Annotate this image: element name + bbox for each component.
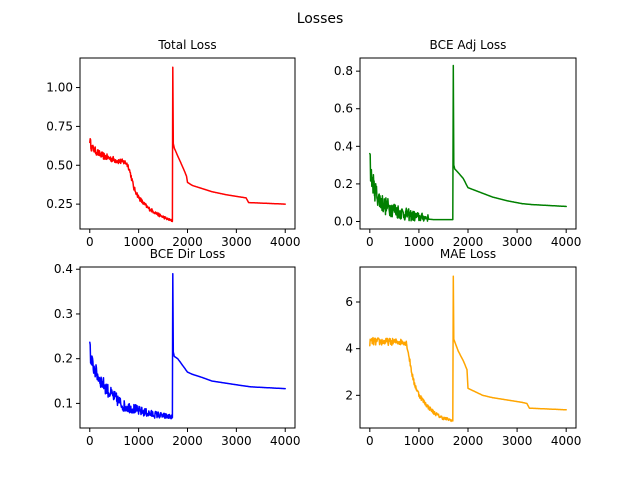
mae-loss-xtick-label: 3000	[502, 434, 533, 448]
bce-dir-loss-ytick-label: 0.4	[54, 262, 73, 276]
bce-adj-loss-xtick-label: 4000	[551, 235, 582, 249]
total-loss-panel: Total Loss 0 1000 2000 3000 4000 0.25 0.50 0.75…	[46, 38, 300, 249]
bce-dir-loss-xtick-label: 1000	[123, 434, 154, 448]
mae-loss-xtick-label: 1000	[404, 434, 435, 448]
mae-loss-series-line	[369, 275, 567, 423]
bce-adj-loss-ytick-label: 0.2	[334, 177, 353, 191]
total-loss-xtick-label: 2000	[172, 235, 203, 249]
mae-loss-title: MAE Loss	[440, 247, 496, 261]
bce-adj-loss-panel: BCE Adj Loss 0 1000 2000 3000 4000 0.0 0.2 0.4 0…	[334, 38, 582, 249]
bce-dir-loss-ytick-label: 0.1	[54, 396, 73, 410]
figure-title: Losses	[297, 11, 344, 27]
total-loss-xtick-label: 1000	[123, 235, 154, 249]
total-loss-series-line	[89, 66, 286, 223]
mae-loss-xtick-label: 2000	[453, 434, 484, 448]
bce-adj-loss-xtick-label: 1000	[404, 235, 435, 249]
total-loss-ytick-label: 0.50	[46, 158, 73, 172]
bce-adj-loss-series-line	[369, 64, 567, 222]
bce-adj-loss-xtick-label: 2000	[453, 235, 484, 249]
bce-dir-loss-xtick-label: 2000	[172, 434, 203, 448]
mae-loss-ytick-label: 4	[345, 342, 353, 356]
bce-adj-loss-xtick-label: 3000	[502, 235, 533, 249]
bce-dir-loss-ytick-label: 0.3	[54, 307, 73, 321]
bce-dir-loss-ytick-label: 0.2	[54, 352, 73, 366]
total-loss-xtick-label: 4000	[270, 235, 301, 249]
mae-loss-ytick-label: 6	[345, 295, 353, 309]
total-loss-title: Total Loss	[157, 38, 216, 52]
bce-dir-loss-xtick-label: 3000	[221, 434, 252, 448]
bce-dir-loss-xtick-label: 0	[86, 434, 94, 448]
bce-adj-loss-xtick-label: 0	[366, 235, 374, 249]
total-loss-xtick-label: 3000	[221, 235, 252, 249]
bce-adj-loss-ytick-label: 0.4	[334, 139, 353, 153]
bce-dir-loss-panel: BCE Dir Loss 0 1000 2000 3000 4000 0.1 0.2 0.3 0…	[54, 247, 301, 448]
bce-adj-loss-ytick-label: 0.0	[334, 214, 353, 228]
bce-adj-loss-ytick-label: 0.6	[334, 102, 353, 116]
mae-loss-xtick-label: 0	[366, 434, 374, 448]
bce-adj-loss-title: BCE Adj Loss	[430, 38, 507, 52]
bce-dir-loss-series-line	[89, 272, 286, 420]
mae-loss-ytick-label: 2	[345, 388, 353, 402]
total-loss-ytick-label: 1.00	[46, 81, 73, 95]
bce-adj-loss-ytick-label: 0.8	[334, 64, 353, 78]
mae-loss-xtick-label: 4000	[551, 434, 582, 448]
total-loss-ytick-label: 0.25	[46, 197, 73, 211]
total-loss-xtick-label: 0	[86, 235, 94, 249]
mae-loss-panel: MAE Loss 0 1000 2000 3000 4000 2 4 6	[345, 247, 581, 448]
bce-dir-loss-title: BCE Dir Loss	[150, 247, 225, 261]
bce-dir-loss-xtick-label: 4000	[270, 434, 301, 448]
total-loss-ytick-label: 0.75	[46, 119, 73, 133]
